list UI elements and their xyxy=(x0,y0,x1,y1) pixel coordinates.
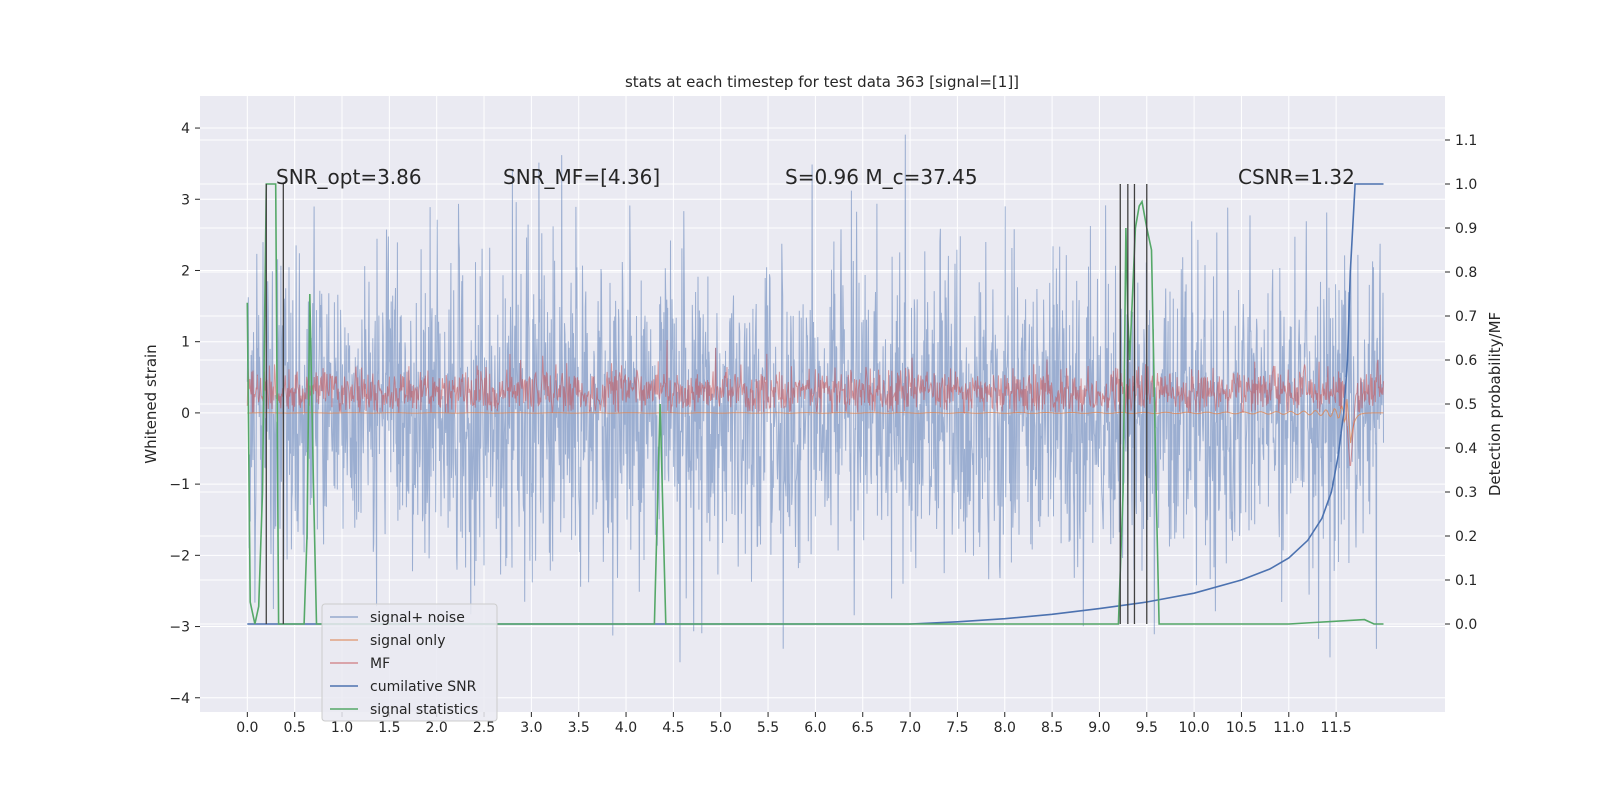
legend-label-signal-noise: signal+ noise xyxy=(370,610,465,626)
y-left-label: Whitened strain xyxy=(142,344,160,463)
y-right-tick-label-10: 1.0 xyxy=(1455,177,1477,193)
x-tick-label-9: 4.5 xyxy=(662,720,684,736)
y-right-tick-label-1: 0.1 xyxy=(1455,573,1477,589)
x-tick-label-4: 2.0 xyxy=(426,720,448,736)
y-left-tick-label-2: −2 xyxy=(169,548,190,564)
x-tick-label-1: 0.5 xyxy=(284,720,306,736)
x-tick-label-8: 4.0 xyxy=(615,720,637,736)
x-axis-ticks: 0.0 0.5 1.0 1.5 2.0 2.5 3.0 3.5 4.0 4.5 5.0 5.5 6.0 6… xyxy=(236,712,1352,736)
y-left-tick-label-1: −3 xyxy=(169,620,190,636)
y-right-tick-label-9: 0.9 xyxy=(1455,221,1477,237)
chart-title: stats at each timestep for test data 363… xyxy=(625,73,1019,91)
y-left-tick-label-3: −1 xyxy=(169,477,190,493)
y-left-axis-ticks: −4 −3 −2 −1 0 1 2 3 4 xyxy=(169,121,200,707)
y-right-tick-label-8: 0.8 xyxy=(1455,265,1477,281)
legend-label-signal-statistics: signal statistics xyxy=(370,702,478,718)
annotation-csnr: CSNR=1.32 xyxy=(1238,165,1355,189)
series-cumulative-snr xyxy=(247,183,1384,625)
y-right-tick-label-11: 1.1 xyxy=(1455,133,1477,149)
x-tick-label-22: 11.0 xyxy=(1273,720,1304,736)
annotation-s-mc: S=0.96 M_c=37.45 xyxy=(785,165,978,189)
legend-box xyxy=(321,603,498,722)
x-tick-label-7: 3.5 xyxy=(568,720,590,736)
y-left-tick-label-5: 1 xyxy=(181,335,190,351)
series-signal-noise xyxy=(246,134,1384,663)
legend-label-mf: MF xyxy=(370,656,390,672)
x-tick-label-14: 7.0 xyxy=(899,720,921,736)
y-right-axis-ticks: 0.0 0.1 0.2 0.3 0.4 0.5 0.6 0.7 0.8 0.9 1.0 1.1 xyxy=(1445,133,1477,633)
y-left-tick-label-0: −4 xyxy=(169,691,190,707)
annotation-snr-mf: SNR_MF=[4.36] xyxy=(503,165,660,189)
legend: signal+ noise signal only MF cumilative … xyxy=(321,603,498,722)
y-right-tick-label-5: 0.5 xyxy=(1455,397,1477,413)
series-mf xyxy=(246,339,1384,466)
legend-label-signal-only: signal only xyxy=(370,633,445,649)
series-layer xyxy=(246,134,1384,663)
y-left-tick-label-6: 2 xyxy=(181,263,190,279)
x-tick-label-18: 9.0 xyxy=(1088,720,1110,736)
x-tick-label-5: 2.5 xyxy=(473,720,495,736)
x-tick-label-13: 6.5 xyxy=(852,720,874,736)
legend-label-cumulative-snr: cumilative SNR xyxy=(370,679,477,695)
x-tick-label-19: 9.5 xyxy=(1136,720,1158,736)
x-tick-label-10: 5.0 xyxy=(710,720,732,736)
x-tick-label-20: 10.0 xyxy=(1179,720,1210,736)
x-tick-label-11: 5.5 xyxy=(757,720,779,736)
x-tick-label-3: 1.5 xyxy=(378,720,400,736)
y-left-tick-label-7: 3 xyxy=(181,192,190,208)
x-tick-label-23: 11.5 xyxy=(1321,720,1352,736)
y-right-tick-label-0: 0.0 xyxy=(1455,617,1477,633)
annotation-snr-opt: SNR_opt=3.86 xyxy=(276,165,422,189)
y-left-tick-label-4: 0 xyxy=(181,406,190,422)
y-left-tick-label-8: 4 xyxy=(181,121,190,137)
y-right-tick-label-3: 0.3 xyxy=(1455,485,1477,501)
y-right-tick-label-7: 0.7 xyxy=(1455,309,1477,325)
y-right-tick-label-2: 0.2 xyxy=(1455,529,1477,545)
annotations: SNR_opt=3.86 SNR_MF=[4.36] S=0.96 M_c=37… xyxy=(276,165,1355,189)
series-signal-only xyxy=(247,399,1384,444)
series-signal-statistics xyxy=(246,183,1384,625)
x-tick-label-2: 1.0 xyxy=(331,720,353,736)
vertical-lines xyxy=(265,184,1148,624)
x-tick-label-16: 8.0 xyxy=(994,720,1016,736)
y-right-tick-label-6: 0.6 xyxy=(1455,353,1477,369)
x-tick-label-12: 6.0 xyxy=(804,720,826,736)
y-right-label: Detection probability/MF xyxy=(1486,312,1504,496)
x-tick-label-21: 10.5 xyxy=(1226,720,1257,736)
y-right-tick-label-4: 0.4 xyxy=(1455,441,1477,457)
x-tick-label-15: 7.5 xyxy=(946,720,968,736)
x-tick-label-17: 8.5 xyxy=(1041,720,1063,736)
x-tick-label-6: 3.0 xyxy=(520,720,542,736)
x-tick-label-0: 0.0 xyxy=(236,720,258,736)
